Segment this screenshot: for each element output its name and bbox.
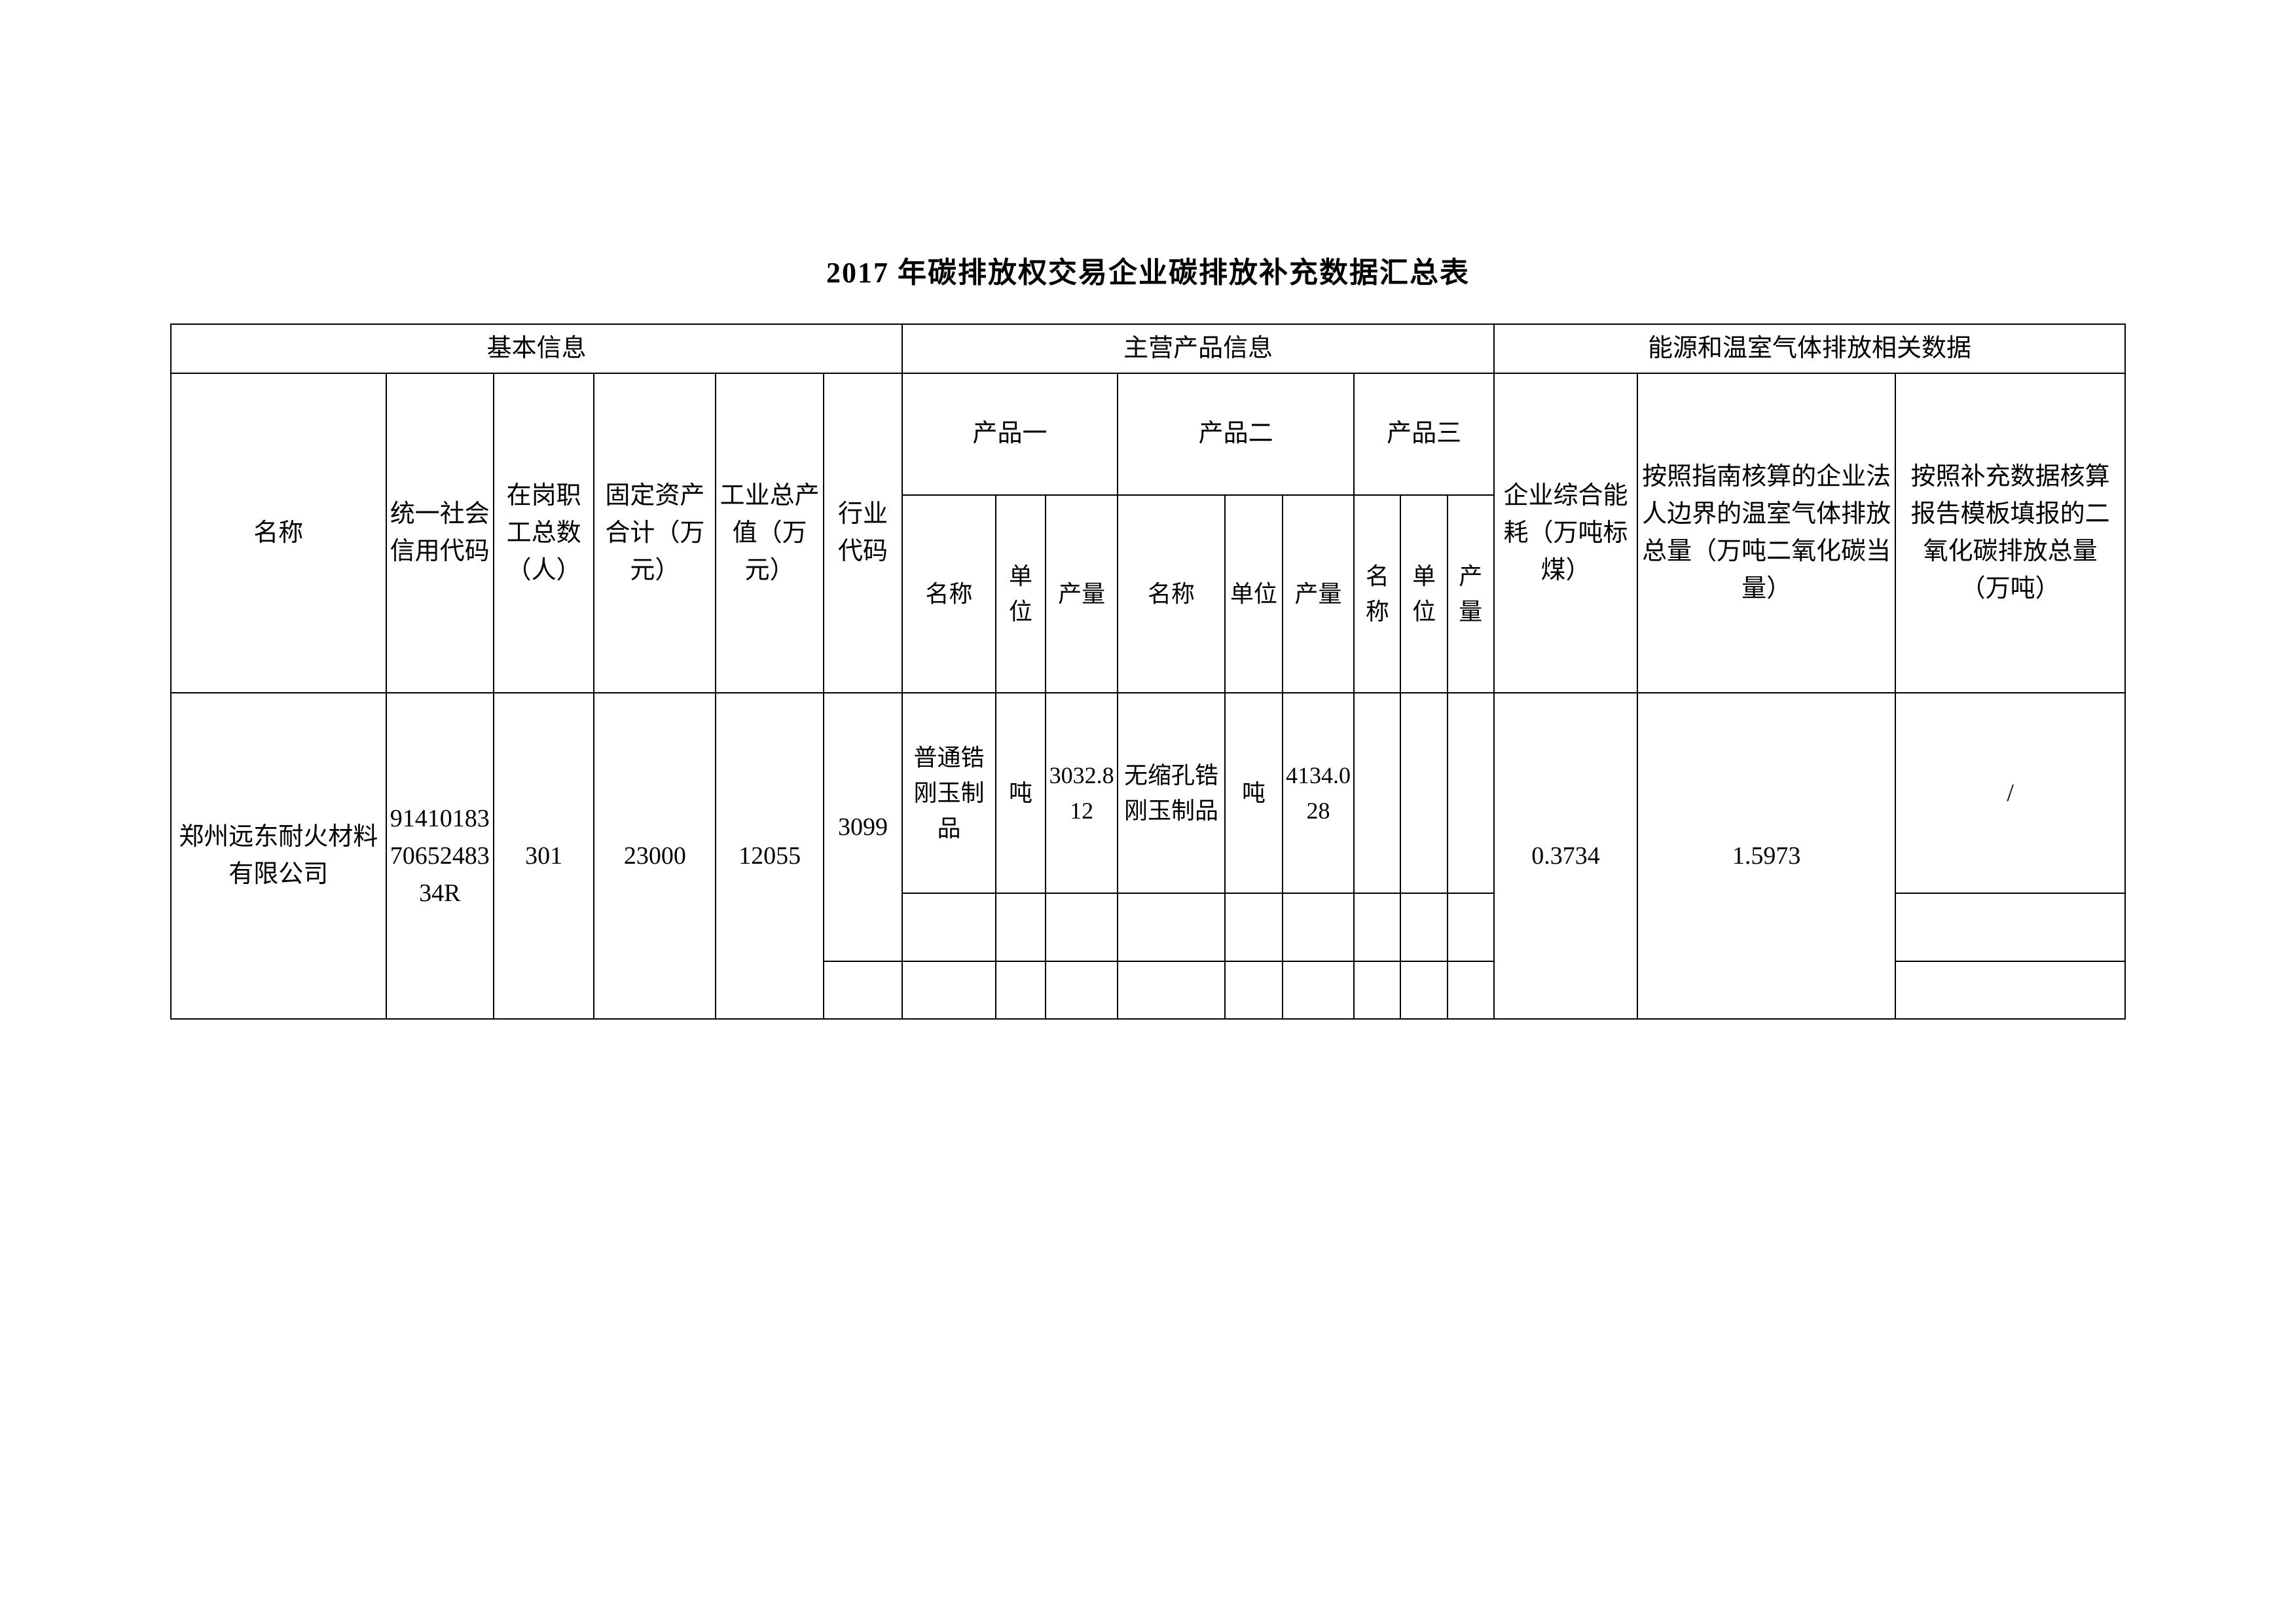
cell-empty <box>1118 893 1225 961</box>
header-social-code: 统一社会信用代码 <box>386 373 494 693</box>
table-row: 郑州远东耐火材料有限公司 914101837065248334R 301 230… <box>171 693 2125 893</box>
cell-p2-unit: 吨 <box>1225 693 1283 893</box>
cell-empty <box>1400 961 1447 1019</box>
cell-empty <box>1046 961 1118 1019</box>
header-name: 名称 <box>171 373 386 693</box>
cell-empty <box>902 893 995 961</box>
header-p1-output: 产量 <box>1046 495 1118 693</box>
header-industry-code: 行业代码 <box>824 373 903 693</box>
cell-industry-code: 3099 <box>824 693 903 961</box>
header-p2-name: 名称 <box>1118 495 1225 693</box>
cell-ghg-total: 1.5973 <box>1637 693 1895 1019</box>
header-co2-total: 按照补充数据核算报告模板填报的二氧化碳排放总量（万吨） <box>1895 373 2125 693</box>
cell-empty <box>996 893 1046 961</box>
cell-p2-name: 无缩孔锆刚玉制品 <box>1118 693 1225 893</box>
cell-p1-output: 3032.812 <box>1046 693 1118 893</box>
header-p2-unit: 单位 <box>1225 495 1283 693</box>
header-energy-consumption: 企业综合能耗（万吨标煤） <box>1494 373 1637 693</box>
header-product1: 产品一 <box>902 373 1118 495</box>
cell-empty <box>1046 893 1118 961</box>
cell-empty <box>902 961 995 1019</box>
header-energy-info: 能源和温室气体排放相关数据 <box>1494 324 2125 373</box>
header-industrial-output: 工业总产值（万元） <box>716 373 823 693</box>
header-product-info: 主营产品信息 <box>902 324 1494 373</box>
header-p2-output: 产量 <box>1283 495 1355 693</box>
cell-p3-unit <box>1400 693 1447 893</box>
header-fixed-assets: 固定资产合计（万元） <box>594 373 716 693</box>
table-header-row: 名称 统一社会信用代码 在岗职工总数（人） 固定资产合计（万元） 工业总产值（万… <box>171 373 2125 495</box>
cell-empty <box>1118 961 1225 1019</box>
header-p3-output: 产量 <box>1448 495 1494 693</box>
header-employees: 在岗职工总数（人） <box>494 373 594 693</box>
header-p1-name: 名称 <box>902 495 995 693</box>
cell-social-code: 914101837065248334R <box>386 693 494 1019</box>
cell-empty <box>1895 961 2125 1019</box>
cell-empty <box>1354 893 1400 961</box>
cell-p3-output <box>1448 693 1494 893</box>
cell-empty <box>996 961 1046 1019</box>
cell-empty <box>824 961 903 1019</box>
cell-empty <box>1448 893 1494 961</box>
header-p3-name: 名称 <box>1354 495 1400 693</box>
cell-empty <box>1283 961 1355 1019</box>
header-basic-info: 基本信息 <box>171 324 902 373</box>
page-title: 2017 年碳排放权交易企业碳排放补充数据汇总表 <box>170 249 2126 291</box>
cell-empty <box>1400 893 1447 961</box>
cell-p1-name: 普通锆刚玉制品 <box>902 693 995 893</box>
header-p1-unit: 单位 <box>996 495 1046 693</box>
table-header-row: 基本信息 主营产品信息 能源和温室气体排放相关数据 <box>171 324 2125 373</box>
header-p3-unit: 单位 <box>1400 495 1447 693</box>
cell-p1-unit: 吨 <box>996 693 1046 893</box>
cell-p3-name <box>1354 693 1400 893</box>
header-product2: 产品二 <box>1118 373 1354 495</box>
cell-co2-total: / <box>1895 693 2125 893</box>
cell-energy-consumption: 0.3734 <box>1494 693 1637 1019</box>
cell-p2-output: 4134.028 <box>1283 693 1355 893</box>
cell-empty <box>1225 961 1283 1019</box>
cell-industrial-output: 12055 <box>716 693 823 1019</box>
cell-empty <box>1354 961 1400 1019</box>
data-table: 基本信息 主营产品信息 能源和温室气体排放相关数据 名称 统一社会信用代码 在岗… <box>170 323 2126 1020</box>
cell-empty <box>1895 893 2125 961</box>
cell-employees: 301 <box>494 693 594 1019</box>
cell-fixed-assets: 23000 <box>594 693 716 1019</box>
cell-company-name: 郑州远东耐火材料有限公司 <box>171 693 386 1019</box>
header-ghg-total: 按照指南核算的企业法人边界的温室气体排放总量（万吨二氧化碳当量） <box>1637 373 1895 693</box>
header-product3: 产品三 <box>1354 373 1494 495</box>
cell-empty <box>1448 961 1494 1019</box>
cell-empty <box>1225 893 1283 961</box>
cell-empty <box>1283 893 1355 961</box>
